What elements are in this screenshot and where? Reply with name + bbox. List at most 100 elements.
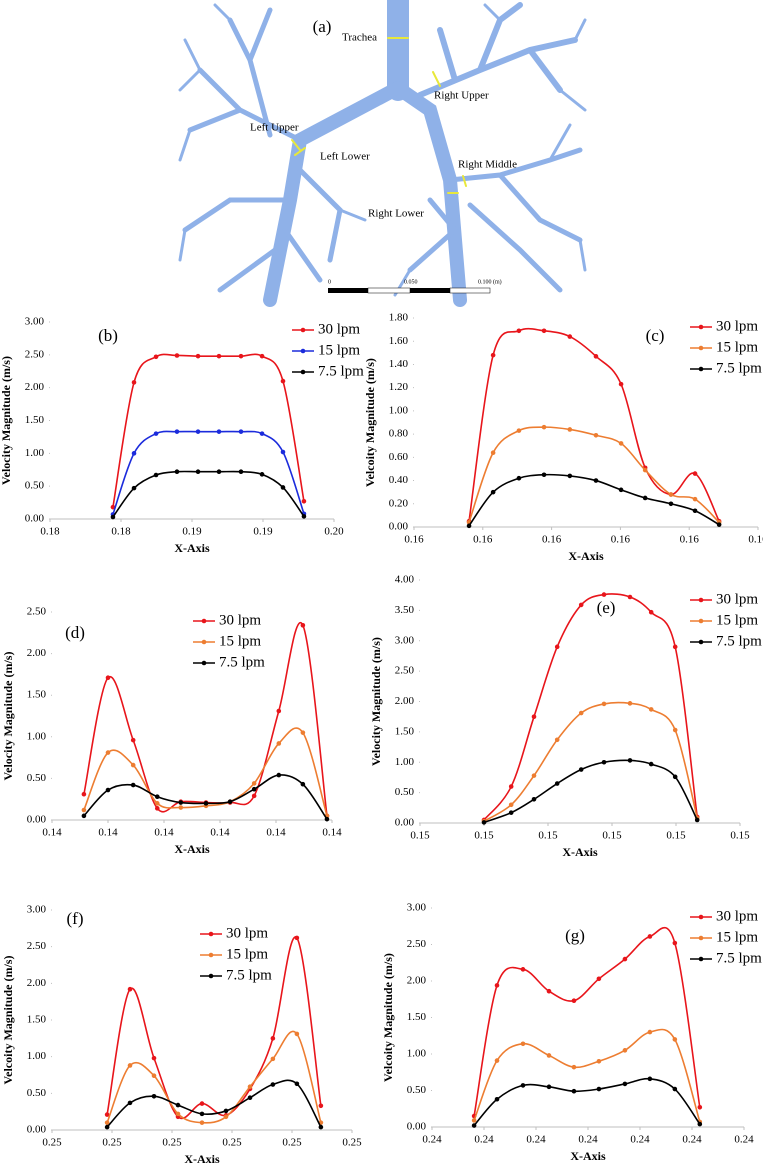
series-line — [106, 1079, 322, 1128]
point — [104, 1112, 110, 1117]
point — [195, 469, 201, 475]
legend-label: 7.5 lpm — [219, 654, 265, 670]
point — [622, 1081, 628, 1087]
point — [110, 514, 116, 520]
y-tick-label: 2.00 — [27, 647, 47, 659]
point — [294, 1081, 300, 1087]
y-tick-label: 1.80 — [389, 312, 409, 324]
x-tick-label: 0.25 — [162, 1137, 182, 1149]
y-tick-label: 3.00 — [395, 634, 415, 646]
point — [520, 967, 526, 972]
y-tick-label: 2.50 — [27, 606, 47, 618]
point — [601, 759, 607, 765]
x-axis-label: X-Axis — [570, 1149, 606, 1163]
legend-marker — [698, 639, 704, 645]
point — [596, 1059, 602, 1064]
point — [601, 701, 607, 707]
x-axis-label: X-Axis — [568, 549, 604, 563]
point — [531, 773, 537, 778]
y-tick-label: 1.50 — [25, 414, 45, 426]
y-tick-label: 1.00 — [407, 1048, 427, 1060]
annotation: Left Upper — [250, 122, 299, 134]
point — [508, 810, 514, 815]
x-tick-label: 0.15 — [538, 830, 558, 842]
point — [567, 334, 573, 339]
point — [270, 1082, 276, 1087]
point — [301, 514, 307, 519]
point — [294, 1031, 300, 1037]
y-tick-label: 0.00 — [395, 817, 415, 829]
point — [178, 800, 184, 805]
point — [601, 592, 607, 597]
point — [541, 328, 547, 334]
point — [596, 976, 602, 982]
point — [247, 1095, 253, 1101]
point — [270, 1056, 276, 1062]
x-tick-label: 0.15 — [602, 830, 622, 842]
point — [216, 353, 222, 359]
point — [494, 1058, 500, 1063]
point — [622, 1048, 628, 1053]
point — [622, 956, 628, 962]
point — [716, 522, 722, 527]
point — [259, 472, 265, 477]
y-tick-label: 3.00 — [25, 316, 45, 328]
series-line — [83, 774, 328, 820]
y-axis-label: Velcoity Magnitude (m/s) — [1, 956, 15, 1085]
panel-label: (f) — [67, 909, 84, 928]
point — [541, 472, 547, 478]
point — [130, 737, 136, 743]
point — [174, 429, 180, 434]
x-tick-label: 0.14 — [154, 827, 174, 839]
y-tick-label: 4.00 — [395, 574, 415, 586]
legend-label: 7.5 lpm — [226, 967, 272, 983]
legend-label: 30 lpm — [318, 321, 360, 337]
point — [596, 1086, 602, 1092]
point — [618, 381, 624, 387]
point — [567, 427, 573, 432]
point — [647, 1076, 653, 1082]
point — [199, 1120, 205, 1125]
x-tick-label: 0.16 — [748, 534, 763, 546]
scale-label: 0 — [328, 279, 331, 285]
point — [247, 1084, 253, 1090]
point — [238, 353, 244, 359]
point — [642, 467, 648, 473]
y-axis-label: Velocity Magnitude (m/s) — [1, 652, 15, 781]
legend-label: 30 lpm — [716, 591, 758, 607]
series-line — [112, 470, 305, 518]
x-tick-label: 0.24 — [682, 1134, 702, 1146]
y-tick-label: 0.50 — [395, 786, 415, 798]
point — [153, 354, 159, 360]
y-tick-label: 0.50 — [25, 480, 45, 492]
panel-label: (c) — [646, 326, 665, 345]
point — [216, 469, 222, 475]
point — [627, 758, 633, 763]
legend-marker — [698, 324, 704, 330]
x-tick-label: 0.24 — [526, 1134, 546, 1146]
point — [127, 1100, 133, 1106]
point — [672, 774, 678, 780]
legend-marker — [698, 935, 704, 941]
point — [541, 424, 547, 430]
x-tick-label: 0.14 — [266, 827, 286, 839]
point — [153, 431, 159, 436]
y-tick-label: 2.00 — [395, 695, 415, 707]
x-tick-label: 0.25 — [42, 1137, 62, 1149]
point — [259, 353, 265, 359]
point — [300, 623, 306, 628]
y-tick-label: 1.00 — [389, 404, 409, 416]
x-tick-label: 0.15 — [666, 830, 686, 842]
point — [554, 781, 560, 786]
y-axis-label: Velocity Magnitude (m/s) — [369, 637, 383, 766]
point — [105, 675, 111, 681]
legend-label: 7.5 lpm — [318, 363, 364, 379]
chart: 0.00 0.20 0.40 0.60 0.80 1.00 1.20 1.40 1.60 1.80… — [363, 312, 763, 563]
point — [578, 767, 584, 772]
y-tick-label: 2.50 — [25, 348, 45, 360]
y-tick-label: 3.00 — [27, 904, 47, 916]
point — [531, 714, 537, 719]
y-tick-label: 1.50 — [27, 689, 47, 701]
x-axis-label: X-Axis — [562, 845, 598, 859]
scale-label: 0.100 (m) — [478, 278, 502, 285]
